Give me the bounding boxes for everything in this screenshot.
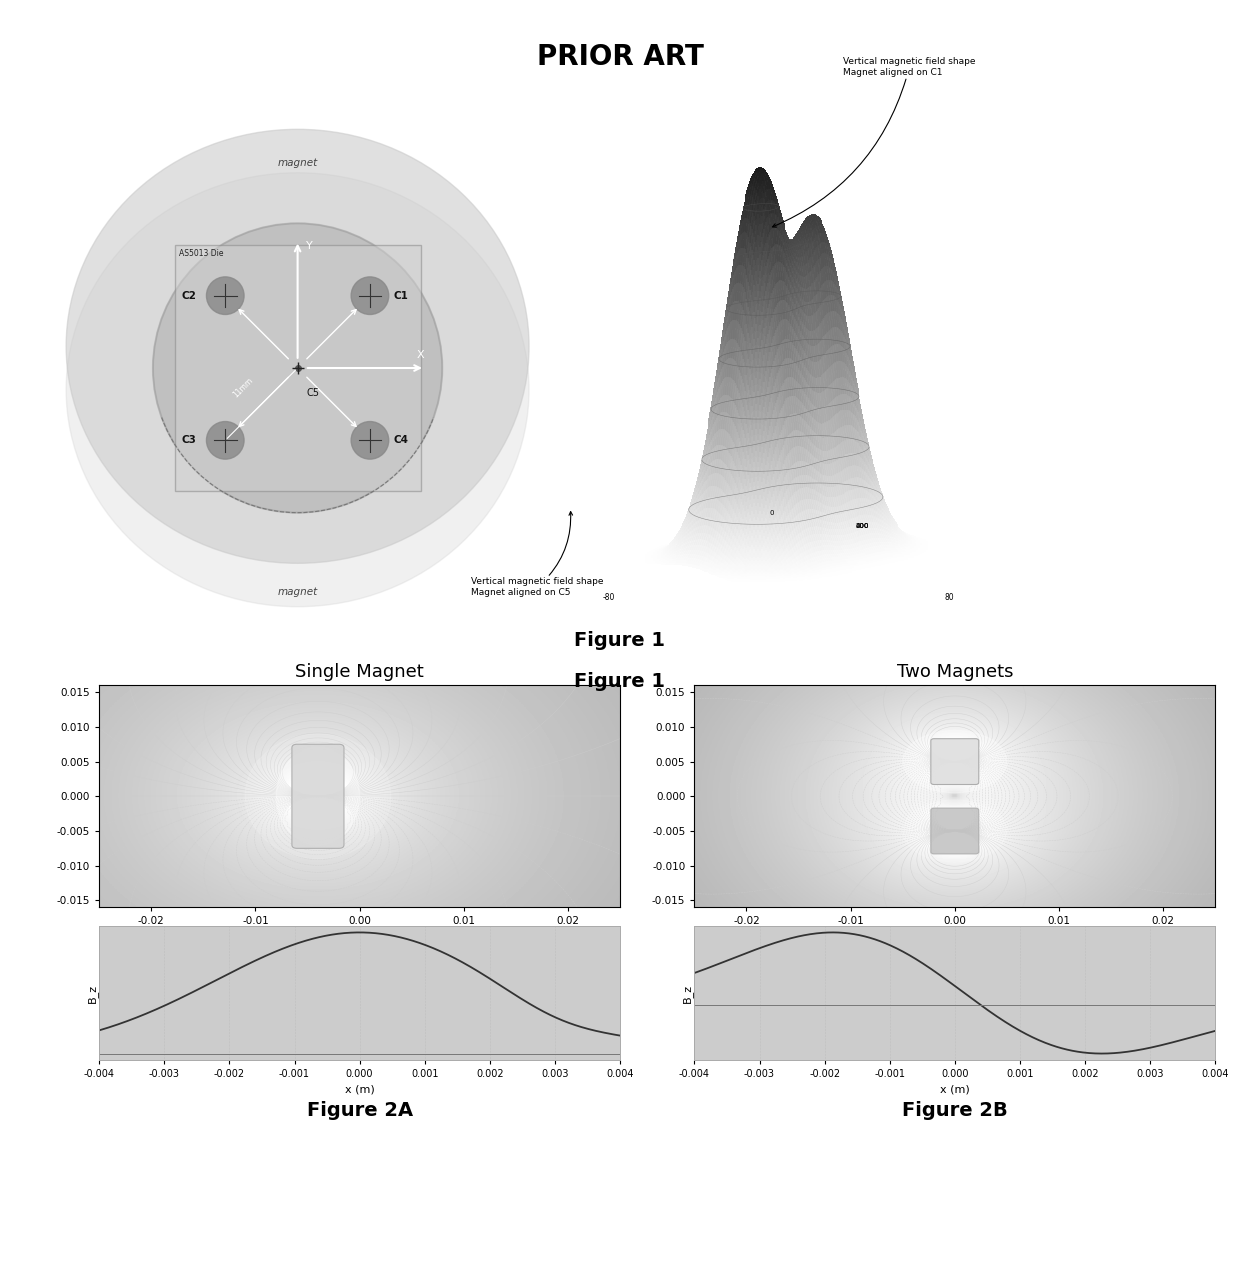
Text: AS5013 Die: AS5013 Die [179,250,223,259]
Circle shape [206,277,244,315]
Title: Two Magnets: Two Magnets [897,662,1013,681]
Text: C2: C2 [182,291,197,301]
X-axis label: x (m): x (m) [345,1084,374,1094]
Text: C3: C3 [182,435,197,445]
Y-axis label: B_z: B_z [87,983,98,1003]
Text: Vertical magnetic field shape
Magnet aligned on C1: Vertical magnetic field shape Magnet ali… [773,57,976,227]
Text: C5: C5 [306,388,319,398]
Circle shape [153,223,443,513]
Text: Figure 2A: Figure 2A [306,1101,413,1119]
Text: 0: 0 [769,510,774,515]
Text: X: X [417,350,424,360]
Y-axis label: B_z: B_z [682,983,693,1003]
FancyBboxPatch shape [291,744,343,849]
Title: Single Magnet: Single Magnet [295,662,424,681]
Ellipse shape [66,173,529,607]
Ellipse shape [903,731,1007,793]
FancyBboxPatch shape [931,808,978,854]
Circle shape [351,277,388,315]
Text: 600: 600 [856,523,869,529]
Bar [175,245,420,491]
Text: PRIOR ART: PRIOR ART [537,43,703,71]
Text: Y: Y [306,241,312,251]
Ellipse shape [277,747,360,845]
Text: Vertical magnetic field shape
Magnet aligned on C5: Vertical magnetic field shape Magnet ali… [471,511,604,596]
Text: magnet: magnet [278,157,317,168]
Text: 400: 400 [856,523,869,529]
Text: 200: 200 [856,523,869,529]
Text: -80: -80 [603,594,615,603]
Ellipse shape [66,129,529,563]
Text: C4: C4 [393,435,408,445]
Text: Figure 1: Figure 1 [574,632,666,650]
Text: Figure 2B: Figure 2B [901,1101,1008,1119]
Text: Figure 1: Figure 1 [574,673,666,690]
Circle shape [351,421,388,459]
Circle shape [206,421,244,459]
Text: magnet: magnet [278,588,317,598]
X-axis label: x (m): x (m) [940,1084,970,1094]
Ellipse shape [903,799,1007,862]
Ellipse shape [246,733,391,859]
Text: 11mm: 11mm [231,376,254,398]
Text: 80: 80 [945,594,955,603]
Text: C1: C1 [393,291,408,301]
FancyBboxPatch shape [931,739,978,784]
